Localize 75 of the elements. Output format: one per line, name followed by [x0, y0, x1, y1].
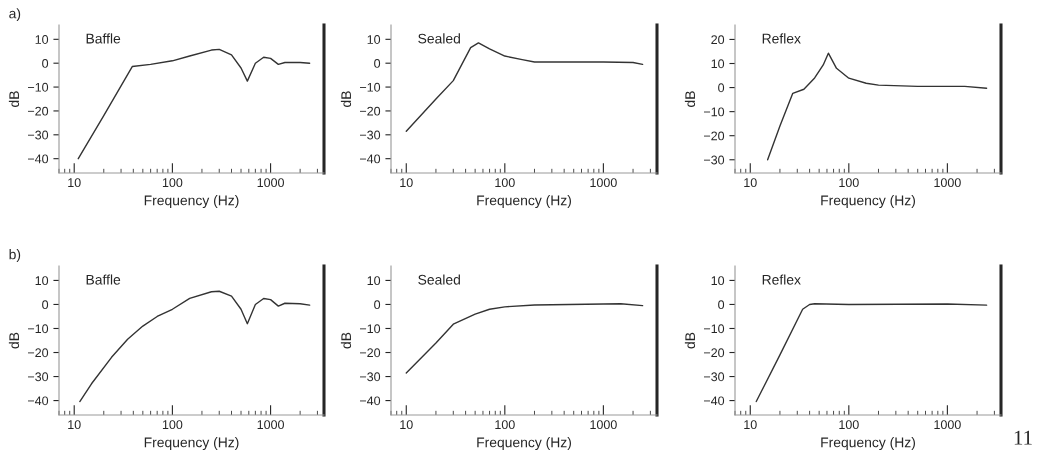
text: b)	[9, 249, 21, 263]
annotation: Reflex	[762, 33, 801, 44]
x-tick-label: 10	[400, 420, 413, 430]
y-tick-label: −40	[28, 154, 49, 164]
y-tick-label: 10	[711, 59, 725, 69]
annotation: Sealed	[418, 274, 460, 285]
y-tick-label: −30	[28, 130, 49, 140]
y-tick-label: −40	[704, 396, 725, 406]
y-axis-title: dB	[340, 91, 352, 107]
x-tick-label: 100	[495, 178, 515, 188]
y-tick-label: −20	[28, 106, 49, 116]
y-tick-label: 0	[374, 300, 381, 310]
x-tick-label: 100	[162, 420, 183, 430]
y-tick-label: 0	[42, 58, 49, 68]
y-tick-label: 10	[711, 276, 725, 286]
x-axis-title: Frequency (Hz)	[821, 437, 915, 451]
x-tick-label: 1000	[257, 420, 284, 430]
annotation: Baffle	[86, 274, 121, 285]
y-tick-label: −10	[704, 107, 725, 117]
y-tick-label: −30	[704, 155, 725, 165]
y-tick-label: −30	[360, 130, 381, 140]
text: a)	[9, 8, 21, 22]
y-tick-label: −20	[28, 348, 49, 358]
x-tick-label: 1000	[590, 420, 617, 430]
y-axis-title: dB	[8, 332, 20, 349]
y-tick-label: −40	[360, 154, 381, 164]
x-axis-title: Frequency (Hz)	[144, 195, 239, 209]
y-axis-title: dB	[8, 91, 20, 107]
x-tick-label: 100	[495, 420, 515, 430]
y-tick-label: −10	[360, 82, 381, 92]
x-tick-label: 100	[839, 420, 859, 430]
y-tick-label: −10	[28, 324, 49, 334]
y-tick-label: −30	[28, 372, 49, 382]
y-tick-label: 10	[367, 35, 381, 44]
y-axis-title: dB	[684, 332, 696, 349]
x-axis-title: Frequency (Hz)	[821, 195, 915, 209]
y-tick-label: 10	[35, 276, 49, 286]
y-tick-label: −40	[360, 396, 381, 406]
text: 11	[1014, 430, 1032, 445]
y-tick-label: 10	[367, 276, 381, 286]
y-tick-label: −30	[360, 372, 381, 382]
x-tick-label: 10	[744, 178, 757, 188]
y-axis-title: dB	[340, 332, 352, 349]
x-axis-title: Frequency (Hz)	[477, 437, 571, 451]
x-axis-title: Frequency (Hz)	[477, 195, 571, 209]
y-tick-label: 0	[42, 300, 49, 310]
y-tick-label: −10	[28, 82, 49, 92]
x-tick-label: 1000	[257, 178, 284, 188]
x-tick-label: 1000	[934, 420, 961, 430]
y-tick-label: 0	[718, 83, 725, 93]
y-tick-label: −20	[360, 106, 381, 116]
y-tick-label: 10	[35, 35, 49, 44]
y-tick-label: 20	[711, 35, 725, 45]
y-tick-label: 0	[718, 300, 725, 310]
y-tick-label: −40	[28, 396, 49, 406]
y-tick-label: −10	[704, 324, 725, 334]
y-axis-title: dB	[684, 91, 696, 107]
annotation: Reflex	[762, 274, 801, 285]
x-tick-label: 1000	[934, 178, 961, 188]
x-tick-label: 100	[162, 178, 183, 188]
y-tick-label: −20	[360, 348, 381, 358]
x-tick-label: 100	[839, 178, 859, 188]
x-tick-label: 10	[68, 178, 81, 188]
y-tick-label: −20	[704, 131, 725, 141]
x-tick-label: 10	[744, 420, 757, 430]
y-tick-label: 0	[374, 58, 381, 68]
x-tick-label: 1000	[590, 178, 617, 188]
annotation: Baffle	[86, 33, 121, 44]
y-tick-label: −10	[360, 324, 381, 334]
x-tick-label: 10	[68, 420, 81, 430]
x-axis-title: Frequency (Hz)	[144, 437, 239, 451]
y-tick-label: −30	[704, 372, 725, 382]
y-tick-label: −20	[704, 348, 725, 358]
x-tick-label: 10	[400, 178, 413, 188]
annotation: Sealed	[418, 33, 460, 44]
